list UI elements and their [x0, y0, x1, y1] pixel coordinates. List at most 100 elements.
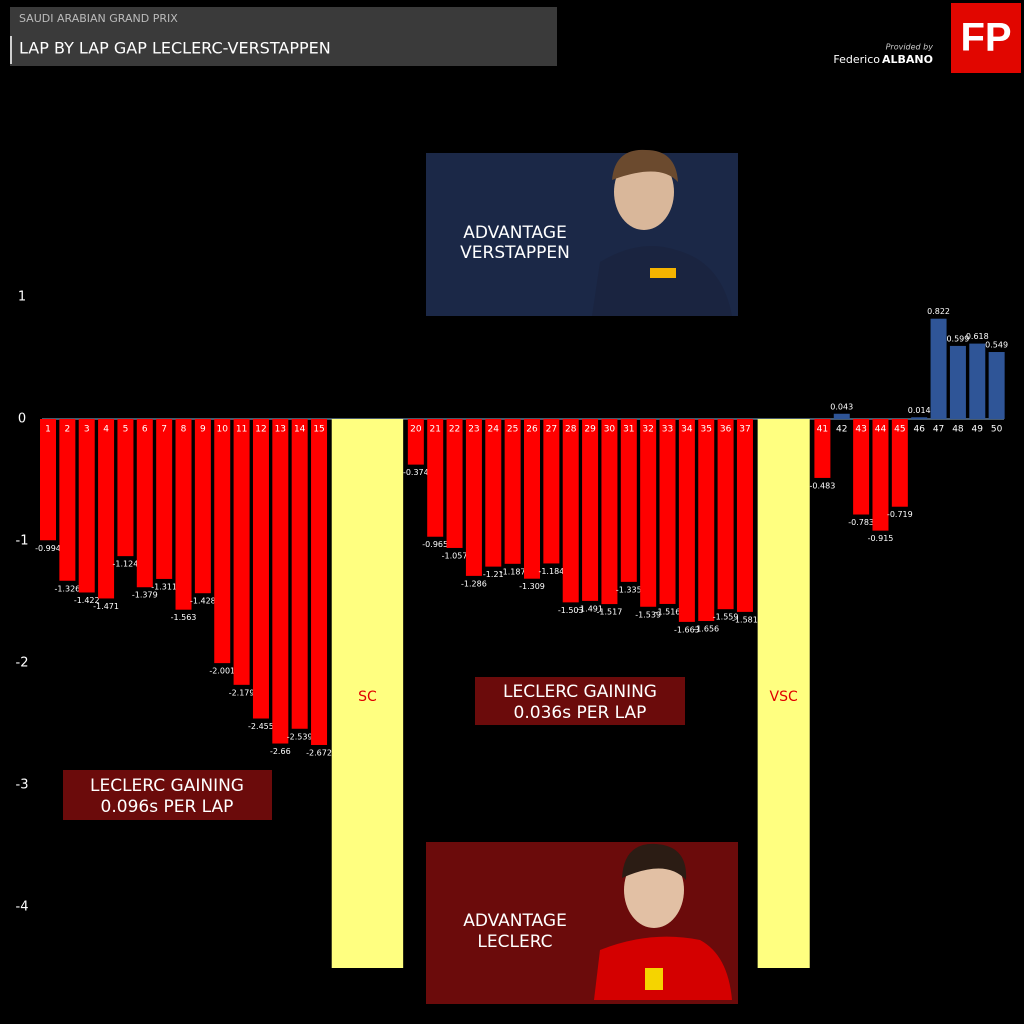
value-label: -1.286: [461, 579, 487, 588]
supertitle: SAUDI ARABIAN GRAND PRIX: [19, 12, 178, 25]
x-tick-label: 37: [739, 425, 750, 435]
value-label: -1.326: [54, 584, 80, 593]
x-tick-label: 31: [623, 425, 634, 435]
bar: [233, 419, 250, 685]
bar: [911, 417, 928, 419]
value-label: -1.057: [442, 551, 468, 560]
credit-last: ALBANO: [882, 53, 933, 66]
value-label: -1.516: [655, 607, 681, 616]
value-label: -2.455: [248, 722, 274, 731]
x-tick-label: 28: [565, 425, 577, 435]
value-label: -1.563: [171, 613, 197, 622]
bar: [446, 419, 463, 548]
y-tick-label: 1: [18, 290, 26, 305]
x-tick-label: 24: [488, 425, 500, 435]
bar: [524, 419, 540, 579]
x-tick-label: 27: [546, 425, 557, 435]
value-label: -2.66: [270, 747, 291, 756]
value-label: -1.309: [519, 582, 545, 591]
x-tick-label: 29: [584, 425, 596, 435]
gaining-box: [475, 677, 685, 725]
bar: [272, 419, 289, 744]
bar: [136, 419, 153, 588]
x-tick-label: 47: [933, 425, 944, 435]
bar: [659, 419, 676, 604]
bar: [736, 419, 753, 612]
x-tick-label: 41: [817, 425, 828, 435]
value-label: -0.994: [35, 544, 61, 553]
x-tick-label: 14: [294, 425, 306, 435]
x-tick-label: 50: [991, 425, 1003, 435]
x-tick-label: 45: [894, 425, 905, 435]
x-tick-label: 8: [181, 425, 187, 435]
bar: [582, 419, 599, 601]
value-label: 0.043: [830, 402, 853, 411]
panel-verstappen-line: ADVANTAGE: [463, 223, 567, 243]
value-label: -0.719: [887, 510, 913, 519]
y-tick-label: 0: [18, 412, 26, 427]
value-label: -0.783: [848, 518, 874, 527]
y-tick-label: -1: [16, 534, 29, 549]
x-tick-label: 21: [429, 425, 440, 435]
neutralization-label: SC: [358, 689, 377, 705]
bar: [814, 419, 831, 478]
bar: [117, 419, 134, 557]
x-tick-label: 35: [701, 425, 712, 435]
value-label: -1.187: [500, 567, 526, 576]
portrait-verstappen: [592, 149, 732, 316]
bar: [988, 352, 1005, 419]
bar: [156, 419, 173, 579]
value-label: -2.672: [306, 748, 332, 757]
bar: [872, 419, 889, 531]
bar: [698, 419, 715, 622]
value-label: 0.549: [985, 341, 1008, 350]
value-label: 0.618: [966, 332, 989, 341]
bar: [504, 419, 521, 564]
gaining-line: LECLERC GAINING: [503, 682, 657, 702]
bar: [311, 419, 328, 745]
panel-leclerc-line: LECLERC: [477, 932, 552, 952]
bar: [640, 419, 657, 607]
panel-leclerc-line: ADVANTAGE: [463, 911, 567, 931]
gaining-line: 0.096s PER LAP: [101, 797, 234, 817]
x-tick-label: 36: [720, 425, 732, 435]
gaining-line: LECLERC GAINING: [90, 776, 244, 796]
bar: [291, 419, 308, 729]
value-label: -1.491: [577, 604, 603, 613]
value-label: -1.428: [190, 597, 216, 606]
x-tick-label: 4: [103, 425, 109, 435]
value-label: -2.179: [229, 688, 255, 697]
gaining-box: [63, 770, 272, 820]
credit-label: Provided by: [886, 43, 934, 52]
x-tick-label: 32: [642, 425, 653, 435]
value-label: -0.965: [422, 540, 448, 549]
neutralization-box: [331, 419, 404, 968]
bar: [40, 419, 56, 541]
value-label: -0.915: [868, 534, 894, 543]
x-tick-label: 22: [449, 425, 460, 435]
x-tick-label: 3: [84, 425, 90, 435]
bar: [427, 419, 444, 537]
value-label: 0.822: [927, 307, 950, 316]
bar: [543, 419, 560, 564]
x-tick-label: 25: [507, 425, 518, 435]
bar: [78, 419, 95, 593]
value-label: -1.656: [693, 625, 719, 634]
bar: [59, 419, 76, 581]
header-box: [10, 7, 557, 66]
value-label: -1.663: [674, 625, 700, 634]
plot: -4 -3 -2 -1 0 1 -0.994 1 -1.326 2 -1.422 3 -1.471 4 -1…: [16, 290, 1008, 968]
x-tick-label: 15: [313, 425, 324, 435]
value-label: -1.124: [113, 560, 139, 569]
bar: [620, 419, 637, 582]
x-tick-label: 26: [526, 425, 538, 435]
value-label: -1.21: [483, 570, 504, 579]
logo-box: [951, 3, 1021, 73]
chart-title: LAP BY LAP GAP LECLERC-VERSTAPPEN: [19, 39, 331, 58]
value-label: -1.311: [151, 582, 177, 591]
value-label: -1.471: [93, 602, 119, 611]
value-label: -1.539: [635, 610, 661, 619]
x-tick-label: 5: [123, 425, 129, 435]
neutralization-label: VSC: [770, 689, 798, 705]
